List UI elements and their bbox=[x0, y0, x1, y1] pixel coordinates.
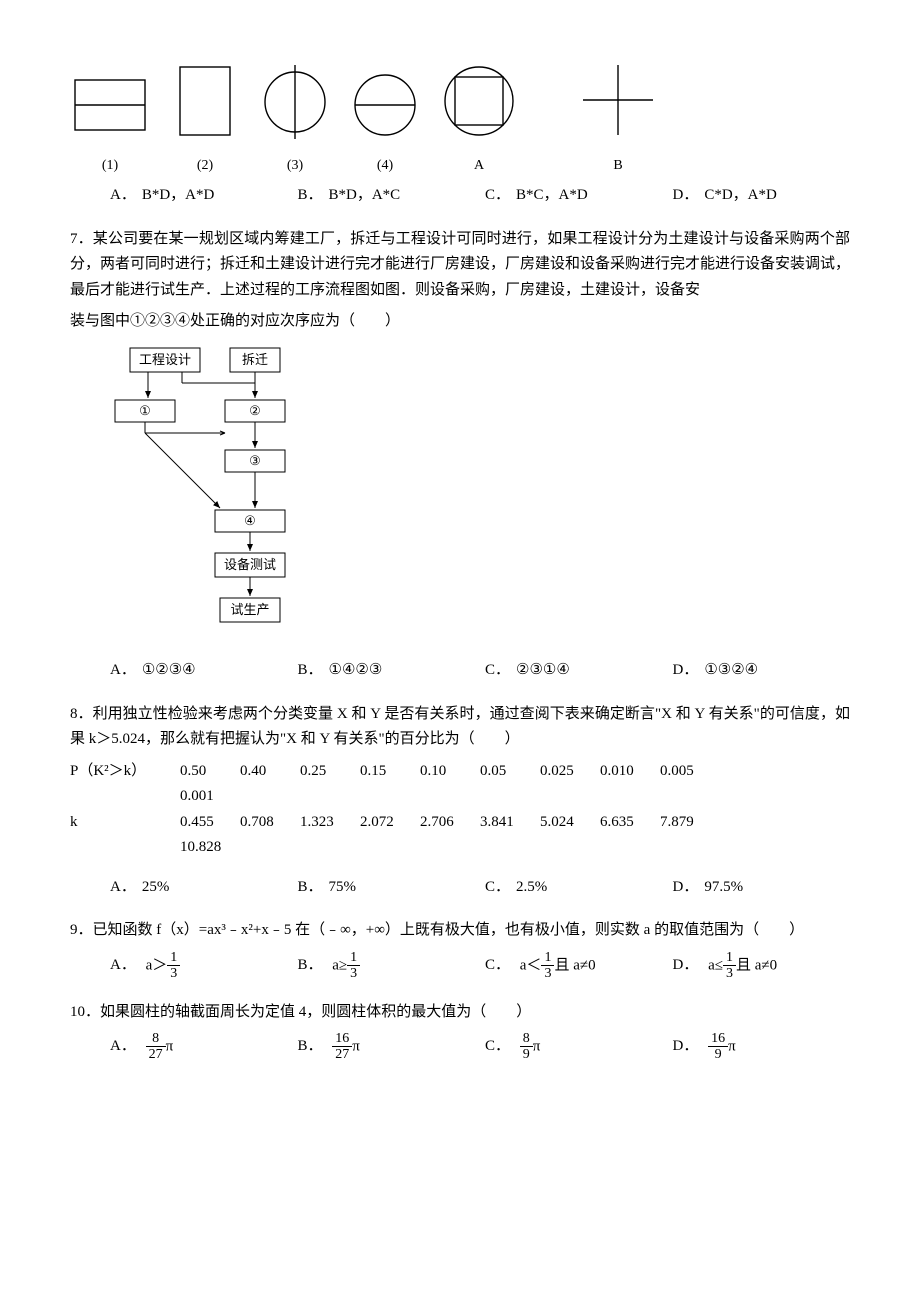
fig2-svg bbox=[170, 62, 240, 140]
q6-opt-C: C．B*C，A*D bbox=[485, 183, 663, 209]
q8-p-extra: 0.001 bbox=[180, 784, 850, 810]
q6-options: A．B*D，A*D B．B*D，A*C C．B*C，A*D D．C*D，A*D bbox=[110, 183, 850, 209]
q6-fig-A: A bbox=[440, 62, 518, 177]
svg-text:工程设计: 工程设计 bbox=[139, 352, 191, 367]
q8-options: A．25% B．75% C．2.5% D．97.5% bbox=[110, 875, 850, 901]
q7-opt-D: D．①③②④ bbox=[673, 658, 851, 684]
q7-options: A．①②③④ B．①④②③ C．②③①④ D．①③②④ bbox=[110, 658, 850, 684]
q7-text: 7．某公司要在某一规划区域内筹建工厂，拆迁与工程设计可同时进行，如果工程设计分为… bbox=[70, 227, 850, 304]
figA-label: A bbox=[440, 154, 518, 178]
q7-text2: 装与图中①②③④处正确的对应次序应为（ ） bbox=[70, 309, 850, 335]
svg-text:④: ④ bbox=[244, 513, 256, 528]
svg-text:①: ① bbox=[139, 403, 151, 418]
q8-opt-A: A．25% bbox=[110, 875, 288, 901]
q10-opt-D: D． 169π bbox=[673, 1031, 851, 1063]
q8-k-extra: 10.828 bbox=[180, 835, 850, 861]
q10-text: 10．如果圆柱的轴截面周长为定值 4，则圆柱体积的最大值为（ ） bbox=[70, 1000, 850, 1026]
svg-text:②: ② bbox=[249, 403, 261, 418]
fig3-label: (3) bbox=[260, 154, 330, 178]
q8-opt-B: B．75% bbox=[298, 875, 476, 901]
q8-opt-C: C．2.5% bbox=[485, 875, 663, 901]
q8-p-cells: 0.500.400.250.150.100.050.0250.0100.005 bbox=[180, 759, 850, 785]
svg-text:试生产: 试生产 bbox=[230, 602, 269, 617]
fig1-svg bbox=[70, 70, 150, 140]
fig2-label: (2) bbox=[170, 154, 240, 178]
q9-opt-A: A． a＞13 bbox=[110, 950, 288, 982]
q9-opt-C: C． a＜13且 a≠0 bbox=[485, 950, 663, 982]
q8-row-k: k 0.4550.7081.3232.0722.7063.8415.0246.6… bbox=[70, 810, 850, 836]
q8-row-p: P（K²＞k） 0.500.400.250.150.100.050.0250.0… bbox=[70, 759, 850, 785]
q6-opt-B: B．B*D，A*C bbox=[298, 183, 476, 209]
q10-opt-A: A． 827π bbox=[110, 1031, 288, 1063]
q10-options: A． 827π B． 1627π C． 89π D． 169π bbox=[110, 1031, 850, 1063]
q6-fig-3: (3) bbox=[260, 62, 330, 177]
q9-options: A． a＞13 B． a≥13 C． a＜13且 a≠0 D． a≤13且 a≠… bbox=[110, 950, 850, 982]
fig3-svg bbox=[260, 62, 330, 140]
q6-opt-A: A．B*D，A*D bbox=[110, 183, 288, 209]
q7-opt-A: A．①②③④ bbox=[110, 658, 288, 684]
svg-text:设备测试: 设备测试 bbox=[224, 557, 276, 572]
figA-svg bbox=[440, 62, 518, 140]
q6-fig-2: (2) bbox=[170, 62, 240, 177]
q8-opt-D: D．97.5% bbox=[673, 875, 851, 901]
q10-opt-C: C． 89π bbox=[485, 1031, 663, 1063]
q6-fig-B: B bbox=[578, 60, 658, 177]
q8-k-cells: 0.4550.7081.3232.0722.7063.8415.0246.635… bbox=[180, 810, 850, 836]
svg-text:③: ③ bbox=[249, 453, 261, 468]
q9-opt-D: D． a≤13且 a≠0 bbox=[673, 950, 851, 982]
figB-svg bbox=[578, 60, 658, 140]
fig4-svg bbox=[350, 70, 420, 140]
q8-table: P（K²＞k） 0.500.400.250.150.100.050.0250.0… bbox=[70, 759, 850, 861]
q7-flowchart: 工程设计 拆迁 ① ② ③ ④ 设备测试 试生产 bbox=[70, 343, 850, 653]
q6-fig-4: (4) bbox=[350, 70, 420, 177]
q10-opt-B: B． 1627π bbox=[298, 1031, 476, 1063]
q6-fig-1: (1) bbox=[70, 70, 150, 177]
q9-text: 9．已知函数 f（x）=ax³﹣x²+x﹣5 在（﹣∞，+∞）上既有极大值，也有… bbox=[70, 918, 850, 944]
q6-figures: (1) (2) (3) (4) A B bbox=[70, 60, 850, 177]
q6-opt-D: D．C*D，A*D bbox=[673, 183, 851, 209]
figB-label: B bbox=[578, 154, 658, 178]
q7-opt-C: C．②③①④ bbox=[485, 658, 663, 684]
q8-text: 8．利用独立性检验来考虑两个分类变量 X 和 Y 是否有关系时，通过查阅下表来确… bbox=[70, 702, 850, 753]
fig1-label: (1) bbox=[70, 154, 150, 178]
q9-opt-B: B． a≥13 bbox=[298, 950, 476, 982]
q7-opt-B: B．①④②③ bbox=[298, 658, 476, 684]
fig4-label: (4) bbox=[350, 154, 420, 178]
svg-text:拆迁: 拆迁 bbox=[242, 352, 268, 367]
